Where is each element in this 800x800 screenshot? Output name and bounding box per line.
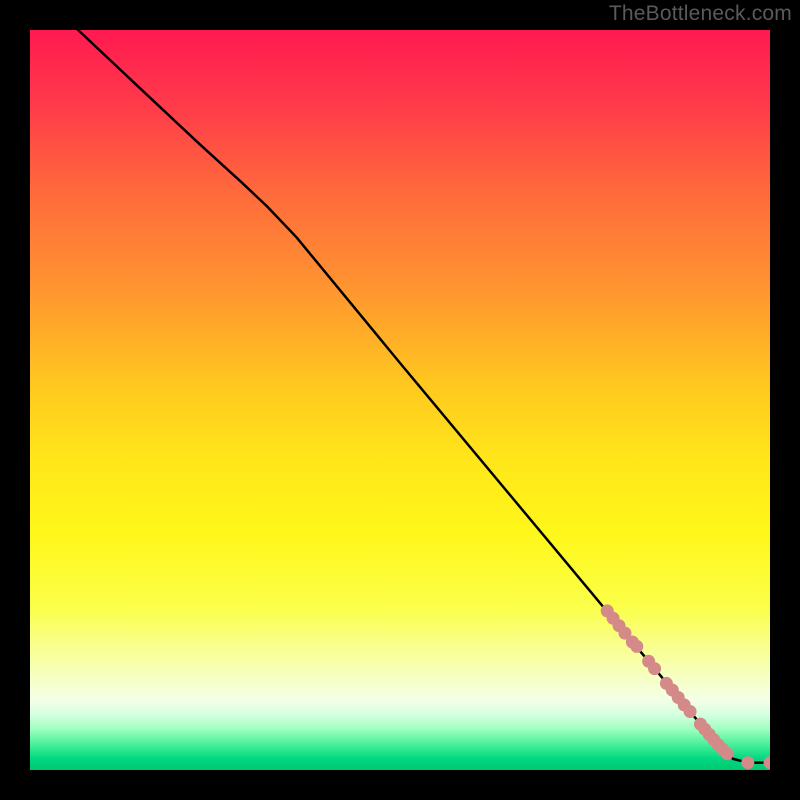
bottleneck-curve bbox=[78, 30, 770, 763]
data-marker bbox=[630, 640, 643, 653]
watermark-text: TheBottleneck.com bbox=[609, 2, 792, 26]
data-marker bbox=[721, 747, 734, 760]
chart-overlay bbox=[30, 30, 770, 770]
plot-area bbox=[30, 30, 770, 770]
data-marker bbox=[648, 662, 661, 675]
data-marker bbox=[684, 705, 697, 718]
data-markers bbox=[601, 604, 770, 769]
data-marker bbox=[741, 756, 754, 769]
data-marker bbox=[764, 756, 771, 769]
